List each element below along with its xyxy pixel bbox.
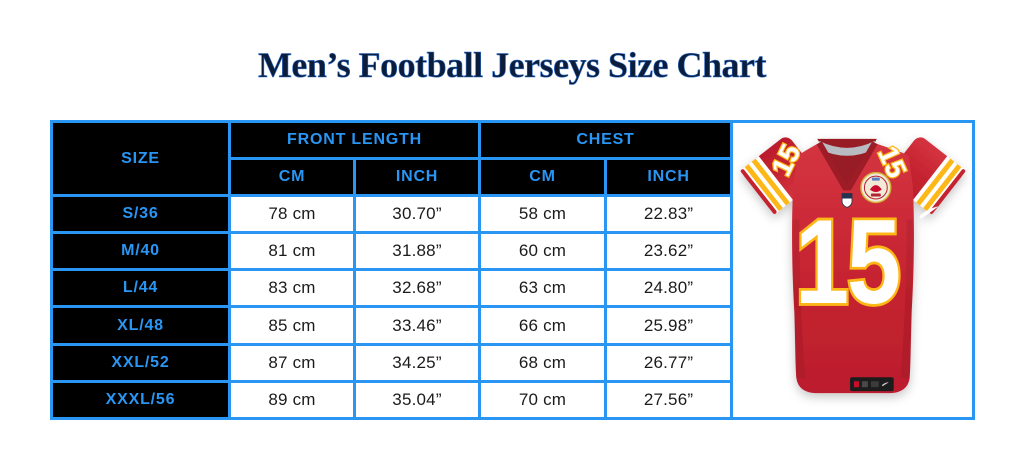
collar-back-strip	[818, 140, 875, 156]
front-length-inch-cell: 31.88”	[352, 231, 482, 272]
chest-inch-cell: 23.62”	[604, 231, 734, 272]
chest-cm-cell: 63 cm	[478, 268, 608, 309]
size-cell: S/36	[50, 193, 231, 235]
column-group-front-length: FRONT LENGTH	[227, 120, 482, 160]
table-row: M/40 81 cm 31.88” 60 cm 23.62”	[50, 231, 974, 272]
size-chart-table: SIZE FRONT LENGTH CHEST	[50, 120, 976, 421]
table-row: XL/48 85 cm 33.46” 66 cm 25.98”	[50, 305, 974, 346]
table-row: L/44 83 cm 32.68” 63 cm 24.80”	[50, 268, 974, 309]
column-header-chest-cm: CM	[478, 157, 608, 197]
chest-cm-cell: 70 cm	[478, 379, 608, 421]
chest-cm-cell: 58 cm	[478, 193, 608, 235]
column-group-chest: CHEST	[478, 120, 734, 160]
chest-cm-cell: 66 cm	[478, 305, 608, 346]
jock-tag	[849, 377, 894, 392]
sleeve-stripe-band	[741, 156, 793, 214]
jersey-chest-number: 15	[795, 195, 899, 329]
column-header-size: SIZE	[50, 120, 231, 197]
front-length-inch-cell: 33.46”	[352, 305, 482, 346]
jersey-panel: 15 15 15	[730, 120, 976, 420]
chest-inch-cell: 25.98”	[604, 305, 734, 346]
front-length-inch-cell: 35.04”	[352, 379, 482, 421]
chest-inch-cell: 22.83”	[604, 193, 734, 235]
front-length-inch-cell: 32.68”	[352, 268, 482, 309]
page-title: Men’s Football Jerseys Size Chart	[257, 45, 767, 86]
nfl-shield-icon	[841, 193, 852, 208]
jersey-image: 15 15 15	[740, 137, 965, 394]
column-header-front-cm: CM	[228, 157, 356, 197]
nike-swoosh-icon	[919, 206, 938, 219]
table-row: XXL/52 87 cm 34.25” 68 cm 26.77”	[50, 342, 974, 383]
front-length-inch-cell: 34.25”	[352, 342, 482, 383]
size-cell: XL/48	[50, 305, 231, 346]
chest-inch-cell: 24.80”	[604, 268, 734, 309]
front-length-cm-cell: 89 cm	[228, 379, 356, 421]
column-header-front-inch: INCH	[352, 157, 482, 197]
front-length-cm-cell: 87 cm	[228, 342, 356, 383]
front-length-inch-cell: 30.70”	[352, 193, 482, 235]
chest-inch-cell: 27.56”	[604, 379, 734, 421]
vneck-collar	[816, 141, 877, 191]
front-length-cm-cell: 85 cm	[228, 305, 356, 346]
chest-inch-cell: 26.77”	[604, 342, 734, 383]
front-length-cm-cell: 78 cm	[228, 193, 356, 235]
chiefs-patch-icon	[859, 171, 892, 204]
column-header-chest-inch: INCH	[604, 157, 734, 197]
front-length-cm-cell: 83 cm	[228, 268, 356, 309]
chest-cm-cell: 68 cm	[478, 342, 608, 383]
size-chart-container: SIZE FRONT LENGTH CHEST	[50, 120, 976, 421]
size-cell: XXXL/56	[50, 379, 231, 421]
jersey-body	[791, 142, 914, 394]
size-cell: L/44	[50, 268, 231, 309]
chest-cm-cell: 60 cm	[478, 231, 608, 272]
table-row: S/36 78 cm 30.70” 58 cm 22.83”	[50, 193, 974, 235]
size-cell: M/40	[50, 231, 231, 272]
table-row: XXXL/56 89 cm 35.04” 70 cm 27.56”	[50, 379, 974, 421]
front-length-cm-cell: 81 cm	[228, 231, 356, 272]
size-cell: XXL/52	[50, 342, 231, 383]
sleeve-stripe-band	[912, 156, 964, 214]
